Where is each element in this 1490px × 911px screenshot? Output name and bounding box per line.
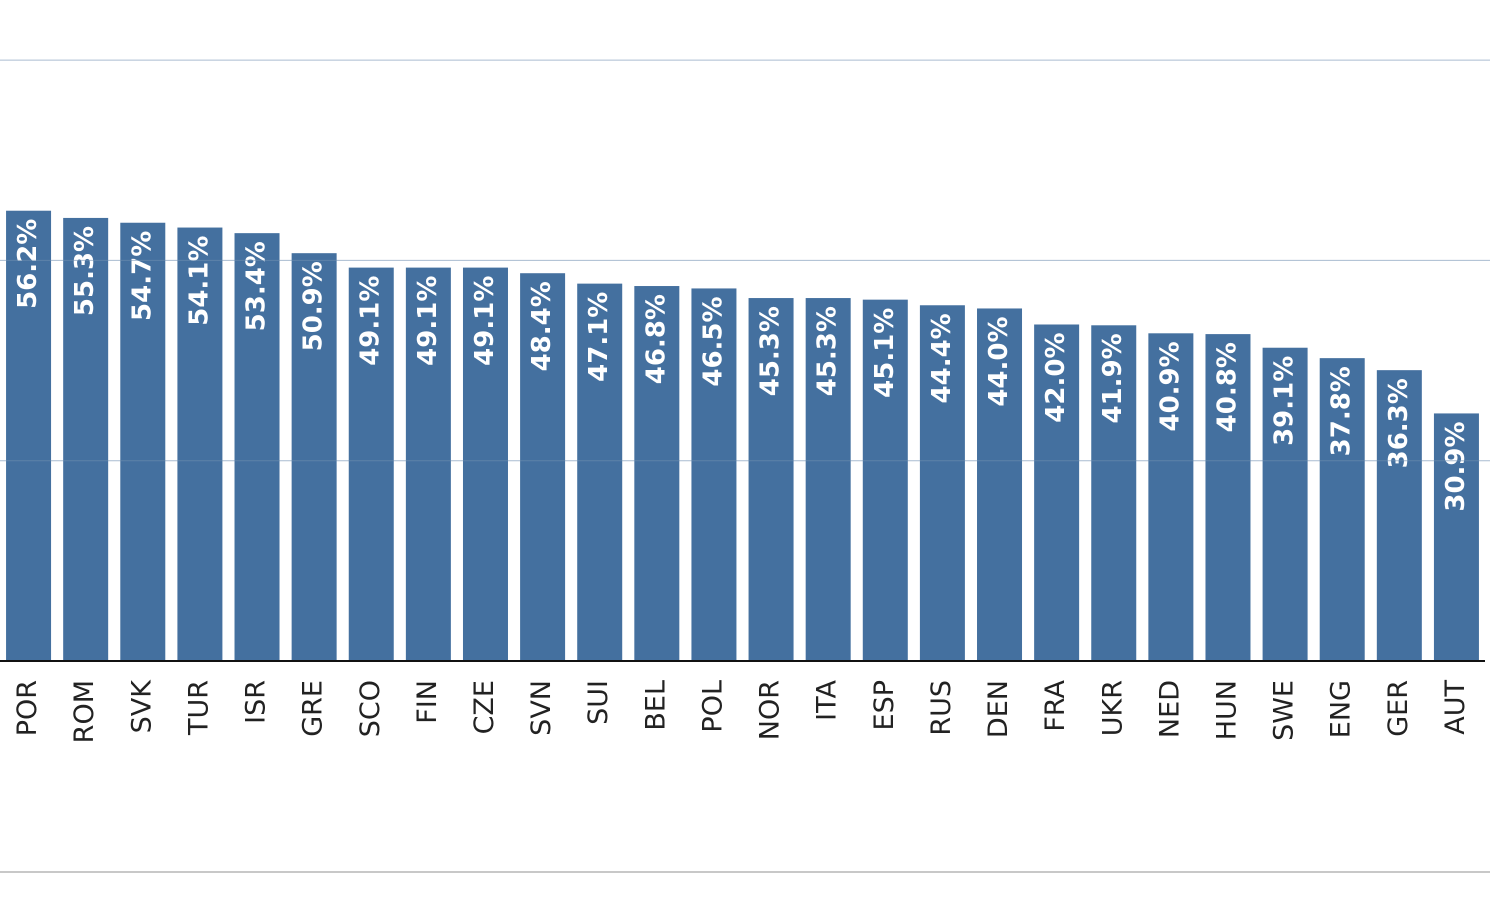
bar (577, 283, 623, 661)
value-label: 45.1% (870, 308, 900, 398)
value-label: 48.4% (527, 281, 557, 371)
x-tick-label: GRE (298, 680, 329, 737)
value-label: 54.7% (127, 231, 157, 321)
value-label: 49.1% (356, 276, 386, 366)
x-tick-label: CZE (469, 680, 500, 734)
x-tick-label: ITA (812, 679, 843, 720)
value-label: 45.3% (756, 306, 786, 396)
bar (1205, 334, 1251, 661)
value-label: 49.1% (413, 276, 443, 366)
value-label: 44.0% (984, 316, 1014, 406)
x-tick-label: TUR (183, 680, 214, 736)
bar (405, 267, 451, 661)
x-tick-label: SCO (355, 680, 386, 737)
value-label: 37.8% (1327, 366, 1357, 456)
bar (63, 217, 109, 662)
value-label: 42.0% (1041, 332, 1071, 422)
bar (1319, 358, 1365, 661)
value-label: 44.4% (927, 313, 957, 403)
bar (691, 288, 737, 661)
x-tick-label: POL (697, 680, 728, 733)
value-label: 53.4% (242, 241, 272, 331)
bar (862, 299, 908, 661)
value-label: 54.1% (184, 236, 214, 326)
value-label: 30.9% (1441, 421, 1471, 511)
value-label: 50.9% (299, 261, 329, 351)
bar (348, 267, 394, 661)
x-tick-label: AUT (1440, 680, 1471, 735)
x-tick-label: RUS (926, 680, 957, 736)
value-label: 39.1% (1270, 356, 1300, 446)
x-tick-label: SWE (1269, 680, 1300, 741)
x-tick-label: ISR (241, 680, 272, 724)
bar (520, 273, 566, 661)
bar (1034, 324, 1080, 661)
x-tick-label: POR (12, 680, 43, 736)
bar (805, 298, 851, 661)
value-label: 46.8% (641, 294, 671, 384)
bar (120, 222, 166, 661)
value-label: 36.3% (1384, 378, 1414, 468)
bar (1376, 370, 1422, 661)
x-tick-label: BEL (640, 680, 671, 731)
x-tick-label: FRA (1040, 679, 1071, 731)
bar (919, 305, 965, 661)
bar (177, 227, 223, 661)
x-tick-label: DEN (983, 680, 1014, 738)
value-label: 56.2% (13, 219, 43, 309)
x-tick-label: ROM (69, 680, 100, 743)
bar (291, 253, 337, 661)
bar (234, 233, 280, 662)
x-tick-label: ENG (1326, 680, 1357, 738)
value-label: 49.1% (470, 276, 500, 366)
bar (462, 267, 508, 661)
value-label: 40.8% (1212, 342, 1242, 432)
value-label: 45.3% (813, 306, 843, 396)
value-label: 47.1% (584, 292, 614, 382)
x-tick-label: HUN (1211, 680, 1242, 740)
bar (6, 210, 52, 661)
x-tick-label: NOR (755, 680, 786, 740)
bar (977, 308, 1023, 661)
x-tick-label: GER (1383, 680, 1414, 737)
x-tick-label: NED (1154, 680, 1185, 738)
bar (1433, 413, 1479, 661)
bar (1262, 347, 1308, 661)
value-label: 46.5% (698, 296, 728, 386)
value-label: 55.3% (70, 226, 100, 316)
x-tick-label: SVK (126, 679, 157, 734)
bar (1091, 325, 1137, 661)
bar (748, 298, 794, 661)
value-label: 41.9% (1098, 333, 1128, 423)
bar (634, 286, 680, 661)
bar (1148, 333, 1194, 661)
x-tick-label: SVN (526, 680, 557, 736)
value-label: 40.9% (1155, 341, 1185, 431)
x-tick-label: ESP (869, 680, 900, 730)
x-tick-label: SUI (583, 680, 614, 725)
x-tick-label: FIN (412, 680, 443, 724)
x-tick-label: UKR (1097, 680, 1128, 736)
